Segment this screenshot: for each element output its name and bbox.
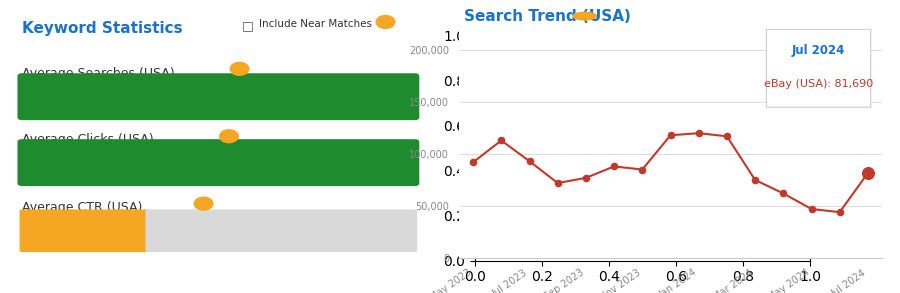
Text: Include Near Matches: Include Near Matches (258, 19, 372, 29)
Text: Average CTR (USA): Average CTR (USA) (22, 201, 142, 214)
Point (805, 207, 819, 211)
FancyBboxPatch shape (767, 29, 870, 107)
Text: ?: ? (383, 18, 388, 26)
Point (832, 210, 847, 214)
Text: Average Clicks (USA): Average Clicks (USA) (22, 133, 153, 146)
Circle shape (230, 62, 248, 75)
Point (860, 171, 875, 175)
Point (579, 176, 593, 180)
FancyBboxPatch shape (17, 73, 419, 120)
Text: eBay (USA): 81,690: eBay (USA): 81,690 (764, 79, 873, 89)
Point (635, 167, 650, 172)
Text: ?: ? (202, 199, 206, 208)
Text: 24,651: 24,651 (193, 156, 244, 169)
Text: 32%: 32% (204, 224, 232, 237)
Text: □: □ (241, 19, 254, 32)
Point (551, 181, 565, 185)
Circle shape (194, 197, 213, 210)
Point (494, 138, 508, 143)
FancyBboxPatch shape (17, 139, 419, 186)
Point (748, 178, 762, 182)
FancyBboxPatch shape (146, 209, 418, 252)
Point (522, 159, 536, 163)
Text: Keyword Statistics: Keyword Statistics (22, 21, 183, 35)
Text: Jul 2024: Jul 2024 (792, 44, 845, 57)
Point (663, 133, 678, 138)
Point (860, 171, 875, 175)
Text: 76,849: 76,849 (193, 90, 244, 103)
Text: Search Trend (USA): Search Trend (USA) (464, 9, 630, 24)
Point (466, 160, 481, 165)
Point (720, 134, 734, 139)
Circle shape (220, 130, 238, 143)
Point (607, 164, 621, 169)
Point (691, 131, 706, 136)
Text: Average Searches (USA): Average Searches (USA) (22, 67, 175, 80)
Text: ?: ? (582, 12, 587, 21)
Circle shape (376, 16, 395, 28)
Text: ?: ? (238, 64, 242, 73)
Point (776, 191, 790, 196)
FancyBboxPatch shape (20, 209, 149, 252)
Text: ?: ? (227, 132, 231, 141)
